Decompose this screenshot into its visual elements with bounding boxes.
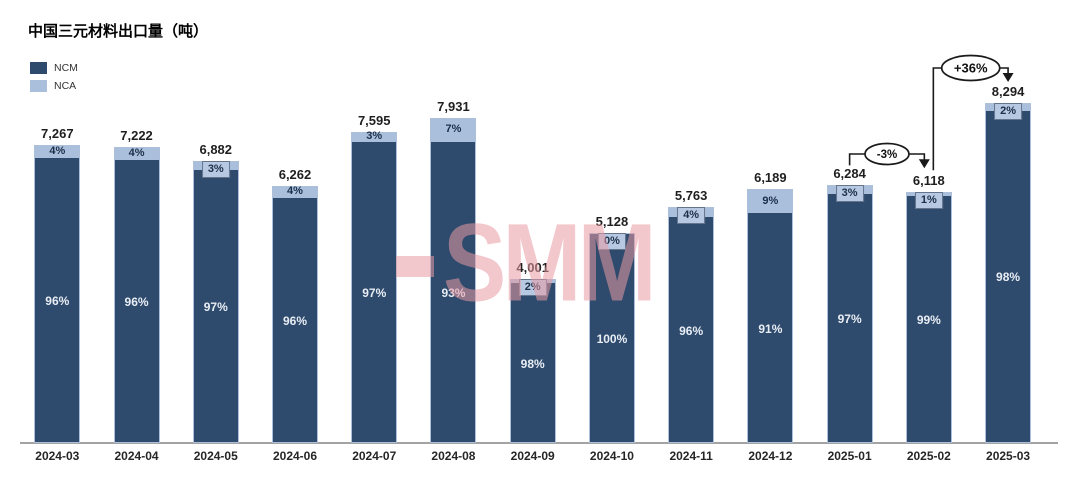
bar-segment-nca	[35, 146, 80, 158]
x-tick-label: 2024-05	[193, 449, 238, 463]
bar-segment-ncm	[273, 197, 317, 442]
bar-total-label: 6,882	[199, 141, 233, 157]
ncm-percent-label: 96%	[282, 313, 308, 328]
bar-segment-nca	[114, 147, 159, 160]
bar-group-2024-08: 93% 7%	[430, 117, 477, 443]
legend-swatch-icon	[30, 80, 47, 92]
bar-total-label: 4,001	[516, 259, 549, 275]
nca-percent-label: 4%	[677, 206, 706, 224]
nca-percent-label: 4%	[49, 145, 66, 158]
bar-total-label: 6,262	[278, 167, 312, 183]
bar-total-label: 6,189	[754, 170, 787, 186]
ncm-percent-label: 100%	[596, 331, 628, 346]
legend-item-nca: NCA	[30, 80, 78, 92]
legend-item-ncm: NCM	[30, 62, 78, 74]
bar-group-2024-06: 96% 4%	[272, 185, 318, 443]
ncm-percent-label: 98%	[520, 356, 545, 371]
bar-segment-ncm	[669, 217, 714, 442]
x-axis-line	[20, 442, 1058, 444]
bar-segment-ncm	[827, 194, 872, 442]
x-tick-label: 2024-11	[669, 449, 713, 463]
bar-segment-ncm	[748, 213, 793, 442]
bar-total-label: 8,294	[991, 84, 1025, 99]
bar-segment-nca	[431, 118, 476, 142]
bar-segment-ncm	[510, 283, 555, 442]
legend-swatch-icon	[30, 62, 47, 74]
nca-percent-label: 3%	[201, 160, 230, 178]
bar-total-label: 7,931	[437, 98, 470, 114]
x-tick-label: 2024-12	[748, 449, 793, 463]
chart-title: 中国三元材料出口量（吨）	[28, 23, 209, 40]
nca-percent-label: 2%	[518, 278, 547, 296]
ncm-percent-label: 93%	[441, 285, 466, 300]
bar-total-label: 5,763	[674, 187, 708, 203]
bar-group-2024-11: 96% 4%	[668, 206, 715, 443]
bar-segment-nca	[273, 187, 317, 198]
x-tick-label: 2024-04	[114, 449, 159, 463]
x-tick-label: 2025-01	[827, 449, 872, 463]
x-tick-label: 2024-03	[35, 449, 80, 463]
bar-segment-ncm	[35, 158, 80, 442]
bar-segment-nca	[352, 132, 397, 142]
legend-label: NCA	[54, 80, 77, 92]
bar-segment-ncm	[352, 141, 397, 442]
bar-segment-ncm	[193, 170, 238, 442]
ncm-percent-label: 96%	[124, 294, 149, 309]
bar-group-2024-10: 100% 0%	[588, 232, 635, 443]
bar-group-2024-07: 97% 3%	[351, 130, 398, 443]
nca-percent-label: 2%	[994, 103, 1023, 120]
nca-percent-label: 7%	[445, 123, 462, 136]
x-tick-label: 2024-10	[589, 449, 634, 463]
ncm-percent-label: 96%	[679, 323, 704, 338]
x-tick-label: 2024-06	[272, 449, 318, 463]
bar-total-label: 7,222	[120, 127, 153, 143]
bar-segment-ncm	[589, 233, 634, 442]
ncm-percent-label: 96%	[45, 294, 70, 308]
nca-percent-label: 3%	[835, 185, 864, 203]
bar-group-2024-09: 98% 2%	[509, 278, 556, 443]
bar-group-2024-04: 96% 4%	[113, 146, 160, 443]
bar-total-label: 7,595	[357, 112, 391, 128]
ncm-percent-label: 97%	[362, 285, 387, 300]
bar-group-2024-05: 97% 3%	[192, 160, 239, 443]
x-tick-label: 2024-08	[431, 449, 476, 463]
bar-segment-ncm	[906, 195, 951, 442]
bar-segment-ncm	[114, 159, 159, 442]
bar-segment-ncm	[431, 141, 476, 442]
ncm-percent-label: 91%	[758, 321, 783, 336]
bar-group-2025-01: 97% 3%	[826, 185, 873, 443]
nca-percent-label: 9%	[762, 194, 779, 207]
x-tick-label: 2025-02	[906, 449, 951, 463]
x-tick-label: 2024-07	[352, 449, 397, 463]
bar-total-label: 7,267	[41, 126, 74, 142]
bar-group-2024-03: 96% 4%	[34, 145, 81, 443]
nca-percent-label: 1%	[914, 192, 943, 210]
x-tick-label: 2024-09	[510, 449, 555, 463]
bar-group-2024-12: 91% 9%	[747, 189, 794, 443]
legend-label: NCM	[54, 62, 78, 74]
bar-total-label: 6,118	[912, 173, 945, 189]
ncm-percent-label: 98%	[996, 270, 1021, 285]
ncm-percent-label: 97%	[837, 312, 862, 327]
bar-total-label: 6,284	[833, 166, 866, 182]
nca-percent-label: 3%	[366, 130, 383, 143]
bar-group-2025-03: 98% 2%	[985, 103, 1032, 443]
legend: NCM NCA	[30, 62, 78, 98]
bar-total-label: 5,128	[595, 213, 629, 229]
ncm-percent-label: 99%	[916, 312, 941, 327]
x-tick-label: 2025-03	[986, 449, 1031, 463]
nca-percent-label: 0%	[597, 232, 626, 250]
bar-segment-nca	[748, 190, 793, 214]
bar-group-2025-02: 99% 1%	[905, 192, 952, 443]
nca-percent-label: 4%	[128, 146, 145, 159]
nca-percent-label: 4%	[287, 185, 303, 198]
ncm-percent-label: 97%	[203, 300, 228, 315]
